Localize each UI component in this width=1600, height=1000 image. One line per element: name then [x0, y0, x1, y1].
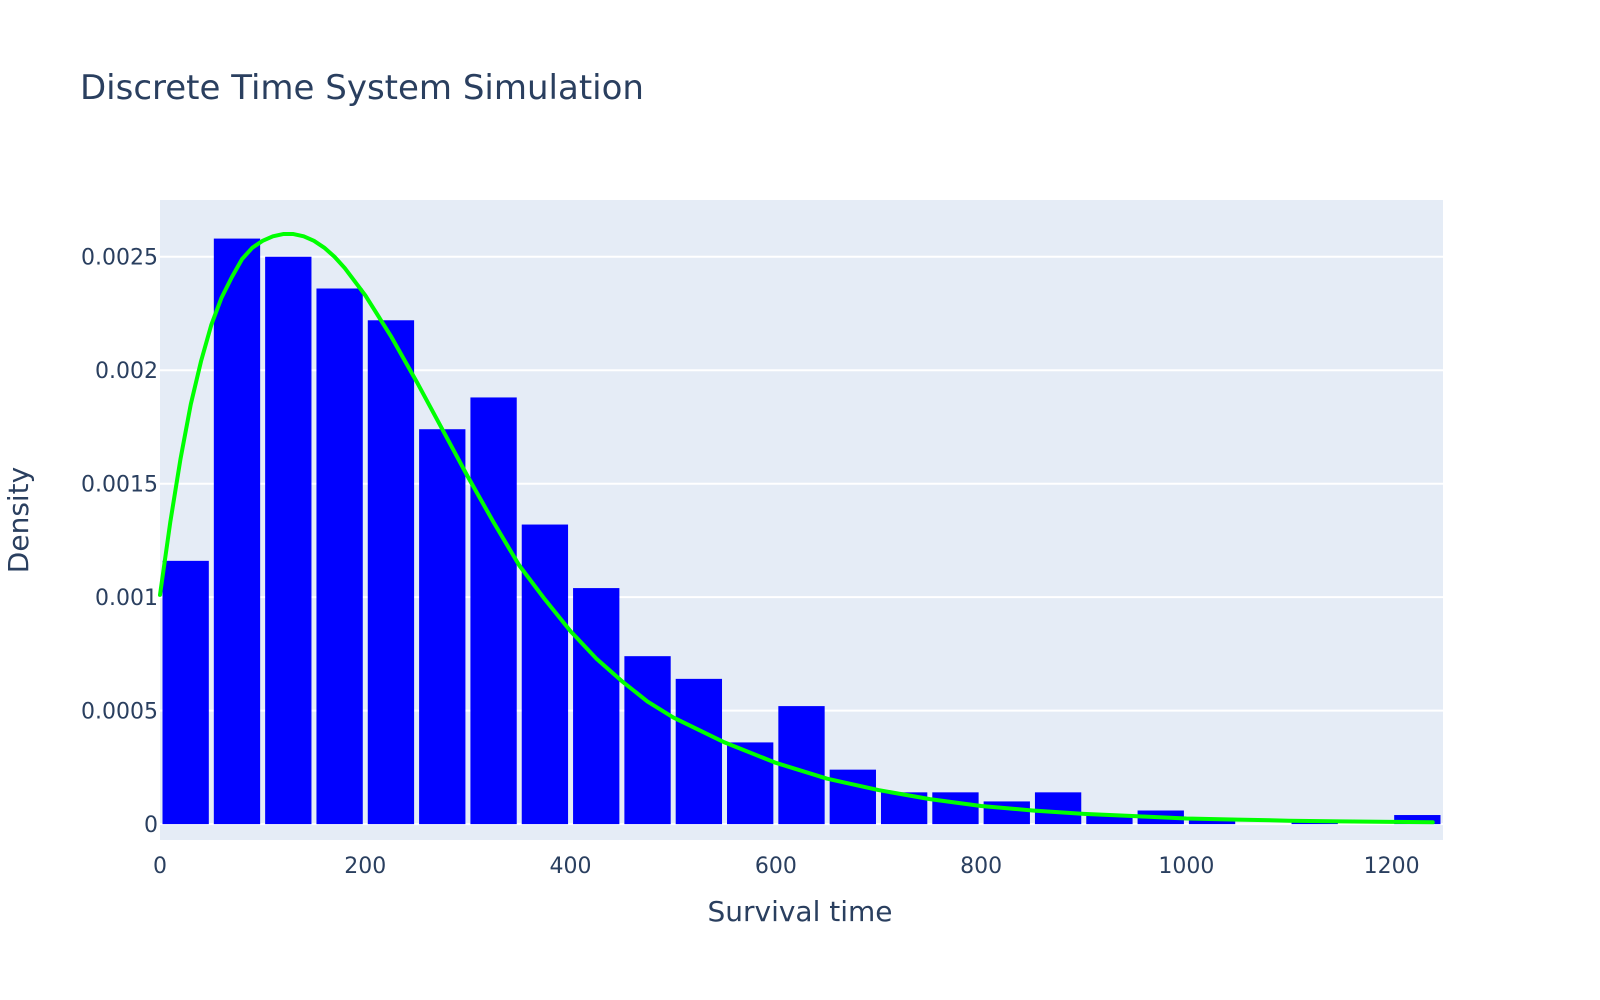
x-tick-label-6: 1200: [1364, 854, 1420, 879]
y-tick-label-4: 0.002: [95, 359, 158, 384]
histogram-bar-20: [1188, 819, 1236, 825]
density-curve: [158, 232, 1435, 825]
plot-area: [158, 200, 1443, 840]
histogram-bar-3: [316, 288, 363, 825]
histogram-bar-18: [1086, 815, 1133, 825]
histogram-bar-13: [829, 769, 876, 825]
histogram-bar-4: [367, 320, 415, 825]
histogram-bar-15: [932, 792, 979, 825]
histogram-bar-7: [521, 524, 569, 825]
chart-title: Discrete Time System Simulation: [80, 68, 644, 108]
y-tick-label-5: 0.0025: [81, 246, 158, 271]
histogram-bar-10: [675, 678, 723, 825]
y-tick-label-2: 0.001: [95, 586, 158, 611]
y-tick-label-1: 0.0005: [81, 700, 158, 725]
x-tick-label-0: 0: [153, 854, 167, 879]
x-tick-label-5: 1000: [1158, 854, 1214, 879]
x-tick-label-4: 800: [960, 854, 1002, 879]
histogram-bar-9: [624, 656, 671, 825]
y-tick-label-3: 0.0015: [81, 473, 158, 498]
histogram-bar-5: [419, 429, 466, 825]
histogram-bar-0: [162, 560, 209, 825]
x-axis-ticks: 0 200 400 600 800 1000 1200: [153, 854, 1420, 879]
x-tick-label-2: 400: [550, 854, 592, 879]
histogram-bar-6: [470, 397, 517, 825]
x-tick-label-1: 200: [344, 854, 386, 879]
histogram-bar-8: [573, 588, 620, 825]
x-tick-label-3: 600: [755, 854, 797, 879]
histogram-bar-1: [213, 238, 261, 825]
y-tick-label-0: 0: [144, 813, 158, 838]
histogram-bar-2: [265, 256, 312, 825]
histogram-bar-24: [1394, 815, 1441, 825]
histogram-bar-11: [727, 742, 774, 825]
y-axis-ticks: 0 0.0005 0.001 0.0015 0.002 0.0025: [81, 246, 158, 838]
y-axis-title: Density: [2, 467, 35, 573]
histogram-bars: [162, 238, 1441, 825]
histogram-bar-17: [1034, 792, 1082, 825]
x-axis-title: Survival time: [707, 895, 892, 928]
